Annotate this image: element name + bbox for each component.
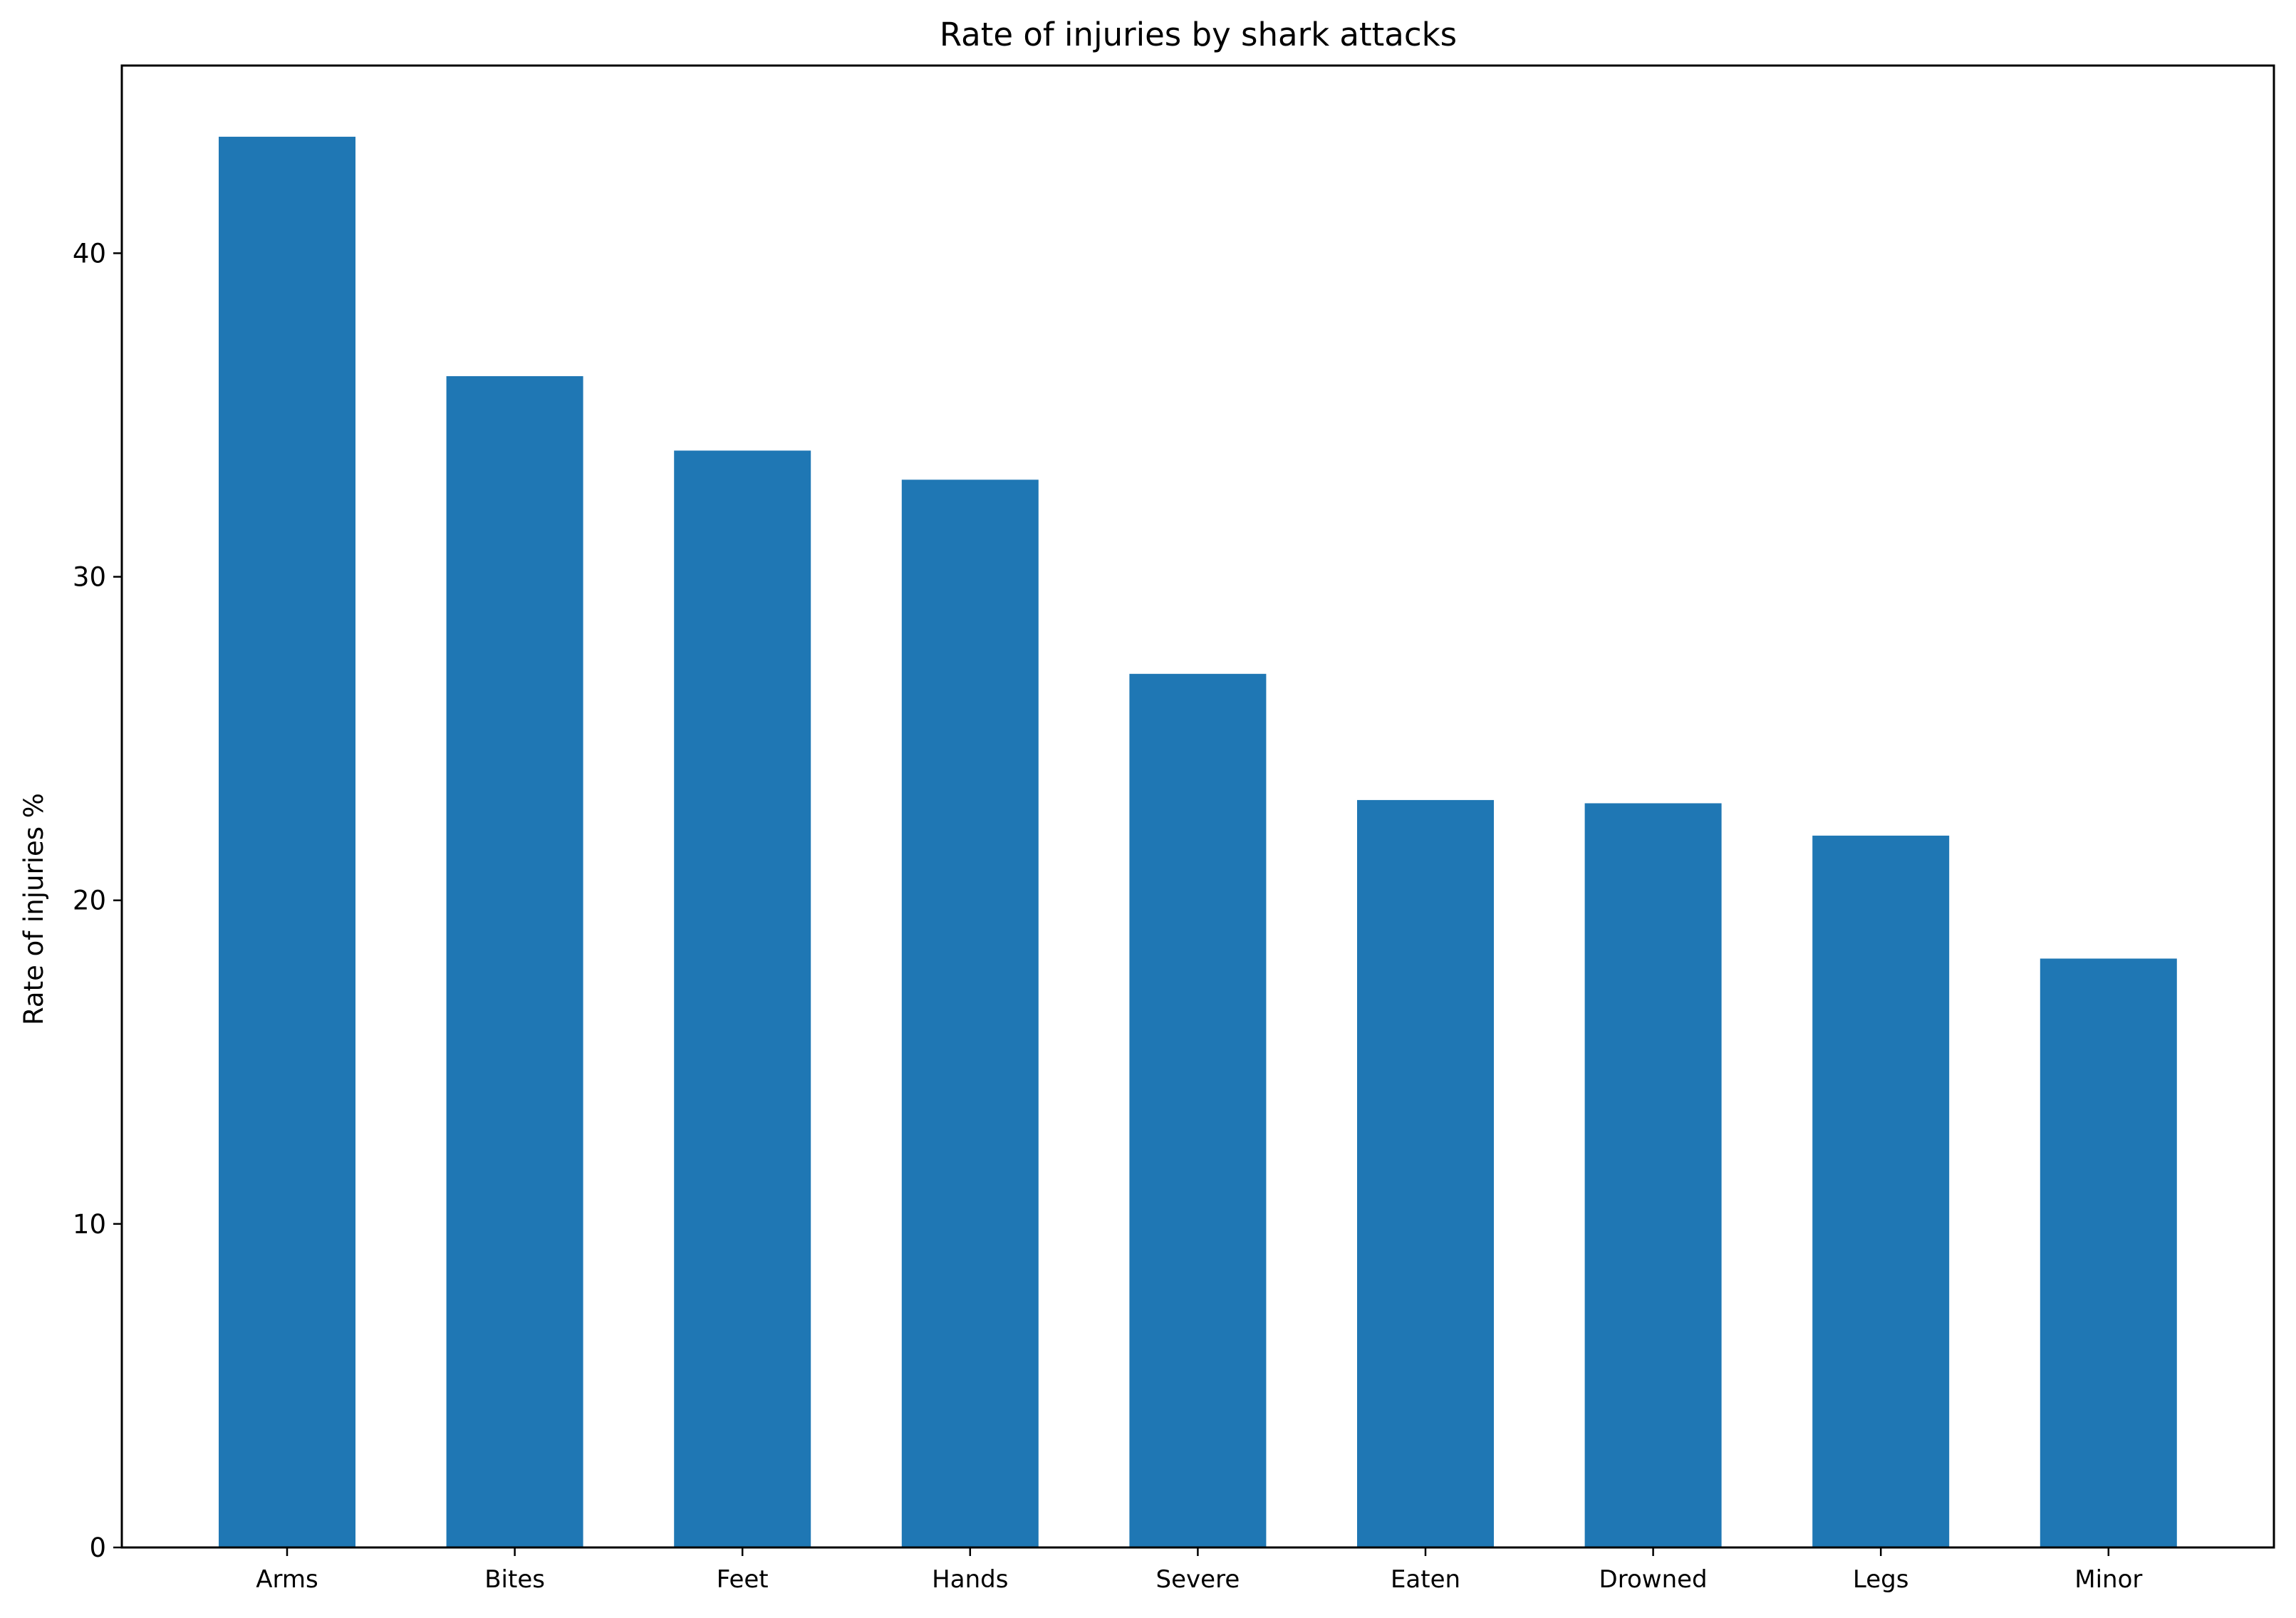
bar-feet — [674, 450, 811, 1547]
x-tick-label: Arms — [256, 1565, 318, 1594]
x-ticks-group: Arms Bites Feet Hands Severe Eaten Drowned Legs… — [256, 1547, 2142, 1594]
x-tick-label: Bites — [484, 1565, 545, 1594]
x-tick-label: Legs — [1853, 1565, 1909, 1594]
x-tick-label: Minor — [2074, 1565, 2142, 1594]
y-tick-label: 0 — [89, 1533, 106, 1563]
bars-group — [219, 136, 2177, 1548]
x-tick-label: Drowned — [1599, 1565, 1708, 1594]
bar-arms — [219, 136, 355, 1548]
x-tick-label: Hands — [932, 1565, 1008, 1594]
x-tick-label: Severe — [1156, 1565, 1240, 1594]
bar-legs — [1812, 835, 1950, 1547]
plot-area-frame — [120, 64, 2275, 1549]
bar-hands — [901, 479, 1039, 1547]
bar-bites — [446, 375, 583, 1547]
y-ticks-group: 0 10 20 30 40 — [73, 238, 122, 1563]
y-tick-label: 40 — [73, 238, 106, 269]
y-tick-label: 20 — [73, 886, 106, 916]
x-tick-label: Feet — [717, 1565, 769, 1594]
chart-title: Rate of injuries by shark attacks — [940, 16, 1457, 53]
bar-minor — [2040, 958, 2177, 1547]
y-axis-label: Rate of injuries % — [19, 793, 49, 1025]
bar-severe — [1129, 673, 1267, 1548]
bar-drowned — [1584, 803, 1722, 1547]
y-tick-label: 10 — [73, 1209, 106, 1240]
y-tick-label: 30 — [73, 562, 106, 593]
x-tick-label: Eaten — [1391, 1565, 1460, 1594]
bar-eaten — [1357, 799, 1494, 1547]
